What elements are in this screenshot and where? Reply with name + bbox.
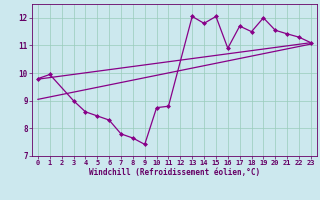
X-axis label: Windchill (Refroidissement éolien,°C): Windchill (Refroidissement éolien,°C) <box>89 168 260 177</box>
